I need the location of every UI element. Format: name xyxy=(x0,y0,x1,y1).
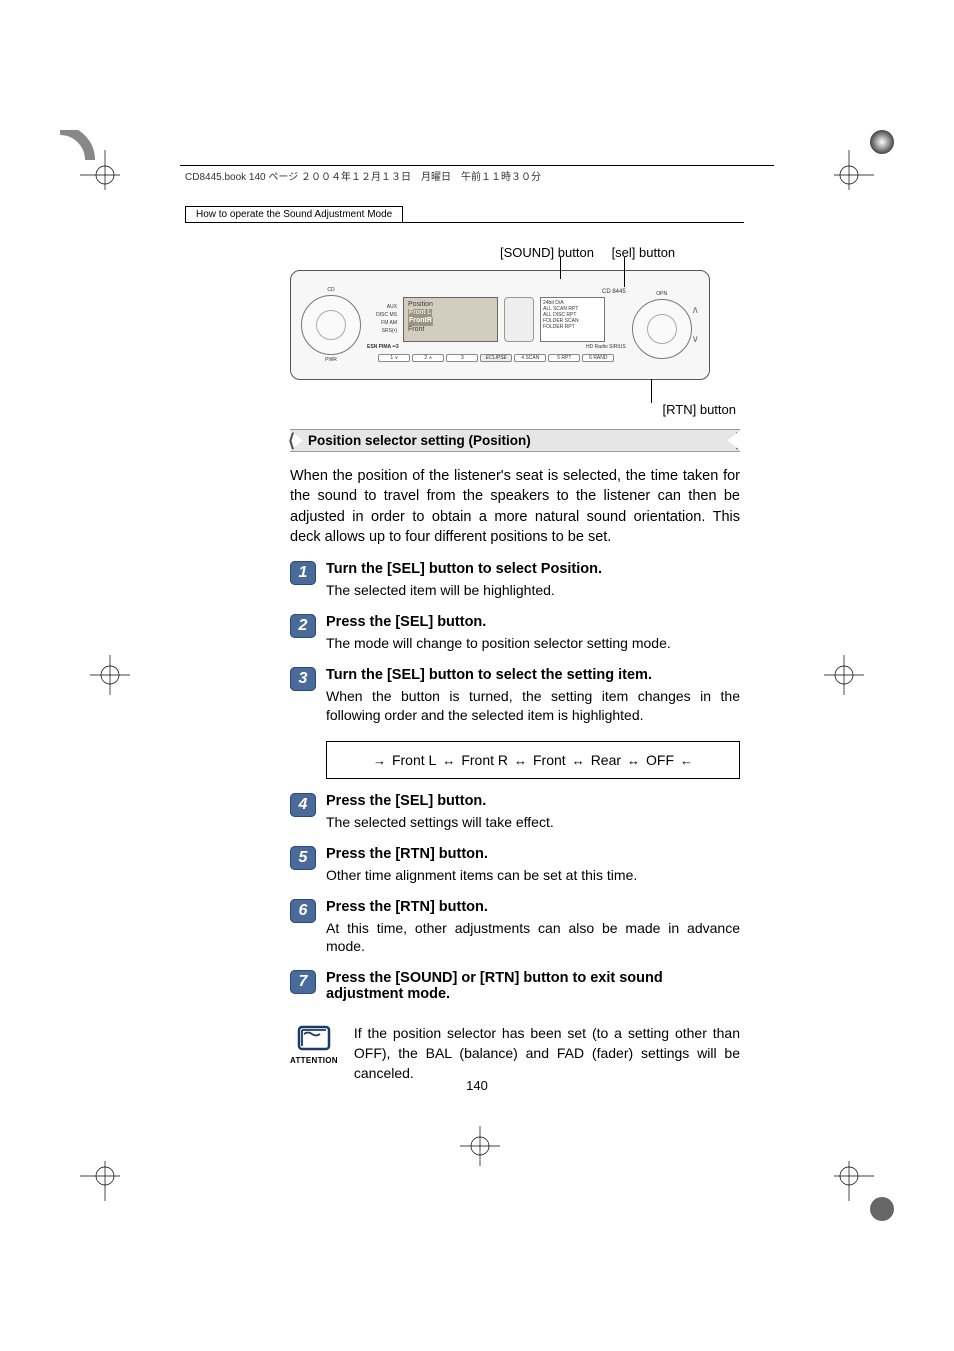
crosshair-icon xyxy=(824,655,864,695)
flow-item: Front R xyxy=(461,752,508,768)
chevron-right-icon: ⟩ xyxy=(735,430,742,451)
step-desc: The mode will change to position selecto… xyxy=(326,634,740,653)
eclipse-logo: ECLIPSE xyxy=(480,354,512,362)
chevron-left-icon: ⟨ xyxy=(288,430,295,451)
arrow-icon: → xyxy=(373,753,386,768)
flow-item: Front L xyxy=(392,752,436,768)
device-preset-buttons: 1 ∨ 2 ∧ 3 ECLIPSE 4 SCAN 5 RPT 6 RAND xyxy=(367,354,626,362)
crop-mark-icon xyxy=(60,1161,120,1221)
step-title: Press the [RTN] button. xyxy=(326,899,740,915)
callout-line-icon xyxy=(624,257,625,287)
device-label: PWR xyxy=(325,357,337,363)
header-rule xyxy=(180,165,774,166)
arrow-icon: ↔ xyxy=(627,753,640,768)
breadcrumb: How to operate the Sound Adjustment Mode xyxy=(185,206,403,223)
arrow-icon: ↔ xyxy=(514,753,527,768)
device-screen: Position Front L FrontR Front xyxy=(403,297,498,342)
step-desc: The selected item will be highlighted. xyxy=(326,581,740,600)
step-number-badge: 2 xyxy=(290,614,316,638)
step-desc: When the button is turned, the setting i… xyxy=(326,687,740,725)
step-title: Press the [SOUND] or [RTN] button to exi… xyxy=(326,970,740,1002)
sel-knob-icon xyxy=(632,299,692,359)
callout-line-icon xyxy=(560,257,561,279)
step-number-badge: 3 xyxy=(290,667,316,691)
flow-item: Front xyxy=(533,752,566,768)
step-2: 2 Press the [SEL] button. The mode will ch… xyxy=(290,614,740,653)
flow-item: OFF xyxy=(646,752,674,768)
step-3: 3 Turn the [SEL] button to select the set… xyxy=(290,667,740,725)
crop-mark-icon xyxy=(834,1161,894,1221)
step-title: Turn the [SEL] button to select the sett… xyxy=(326,667,740,683)
crosshair-icon xyxy=(90,655,130,695)
step-number-badge: 5 xyxy=(290,846,316,870)
step-number-badge: 7 xyxy=(290,970,316,994)
crop-mark-icon xyxy=(60,130,120,190)
callout-rtn: [RTN] button xyxy=(290,402,736,417)
step-number-badge: 1 xyxy=(290,561,316,585)
down-icon: ∨ xyxy=(692,334,699,345)
callout-sound: [SOUND] button xyxy=(500,245,594,260)
attention-icon: ATTENTION xyxy=(290,1024,338,1065)
device-illustration: CD PWR CD 8445 AUX DISC MS FM AM SRS(•) … xyxy=(290,270,710,380)
device-brand: HD Radio SIRIUS xyxy=(586,344,626,350)
step-7: 7 Press the [SOUND] or [RTN] button to ex… xyxy=(290,970,740,1002)
arrow-icon: ↔ xyxy=(442,753,455,768)
device-callouts: [SOUND] button [sel] button xyxy=(500,245,740,260)
step-desc: At this time, other adjustments can also… xyxy=(326,919,740,957)
device-logo: ESN PIMA ••3 xyxy=(367,344,399,350)
callout-sel: [sel] button xyxy=(612,245,676,260)
step-4: 4 Press the [SEL] button. The selected set… xyxy=(290,793,740,832)
step-title: Press the [SEL] button. xyxy=(326,793,740,809)
device-label: CD xyxy=(327,287,334,293)
crosshair-icon xyxy=(460,1126,500,1166)
running-head: CD8445.book 140 ページ ２００４年１２月１３日 月曜日 午前１１… xyxy=(185,168,541,183)
attention-box: ATTENTION If the position selector has b… xyxy=(290,1024,740,1083)
device-left-labels: AUX DISC MS FM AM SRS(•) xyxy=(367,303,397,335)
arrow-icon: ← xyxy=(680,753,693,768)
step-desc: The selected settings will take effect. xyxy=(326,813,740,832)
step-desc: Other time alignment items can be set at… xyxy=(326,866,740,885)
crop-mark-icon xyxy=(834,130,894,190)
flow-item: Rear xyxy=(591,752,621,768)
page-number: 140 xyxy=(0,1078,954,1093)
step-6: 6 Press the [RTN] button. At this time, ot… xyxy=(290,899,740,957)
intro-text: When the position of the listener's seat… xyxy=(290,466,740,547)
step-title: Press the [RTN] button. xyxy=(326,846,740,862)
device-badges: 24bit D/A ALL SCAN RPT ALL DISC RPT FOLD… xyxy=(540,297,605,342)
step-title: Press the [SEL] button. xyxy=(326,614,740,630)
volume-knob-icon xyxy=(301,295,361,355)
up-icon: ∧ xyxy=(692,305,699,316)
step-5: 5 Press the [RTN] button. Other time align… xyxy=(290,846,740,885)
section-heading: ⟨ Position selector setting (Position) ⟩ xyxy=(290,429,740,452)
device-disc-icon xyxy=(504,297,534,342)
flow-sequence: → Front L ↔ Front R ↔ Front ↔ Rear ↔ OFF ← xyxy=(326,741,740,779)
step-number-badge: 6 xyxy=(290,899,316,923)
callout-line-icon xyxy=(651,379,652,403)
device-model: CD 8445 xyxy=(367,289,626,295)
step-title: Turn the [SEL] button to select Position… xyxy=(326,561,740,577)
attention-text: If the position selector has been set (t… xyxy=(354,1024,740,1083)
arrow-icon: ↔ xyxy=(572,753,585,768)
step-number-badge: 4 xyxy=(290,793,316,817)
step-1: 1 Turn the [SEL] button to select Positio… xyxy=(290,561,740,600)
